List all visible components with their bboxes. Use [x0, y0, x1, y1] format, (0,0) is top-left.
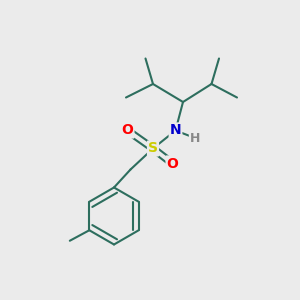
Text: S: S	[148, 142, 158, 155]
Text: N: N	[170, 124, 181, 137]
Text: H: H	[190, 131, 200, 145]
Text: O: O	[167, 157, 178, 170]
Text: O: O	[122, 124, 134, 137]
